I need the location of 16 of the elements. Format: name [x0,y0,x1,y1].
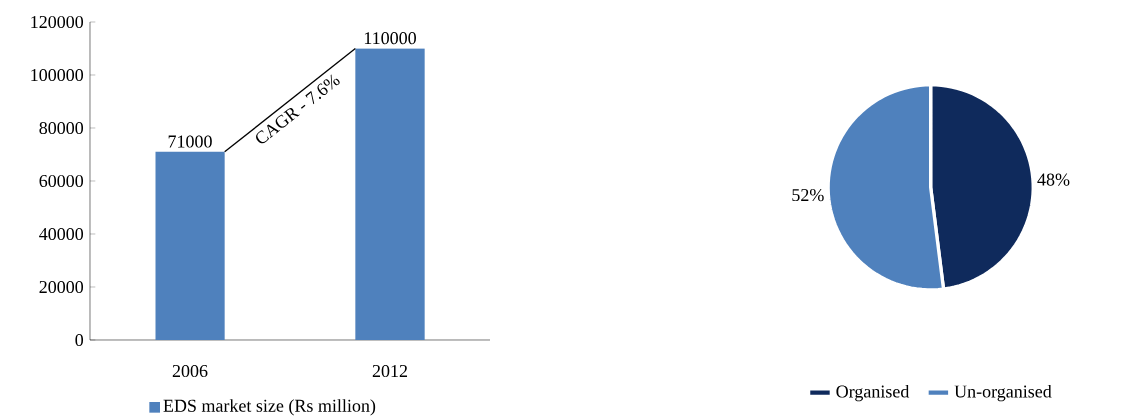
y-tick-label: 20000 [39,280,84,294]
y-tick-label: 40000 [39,227,84,241]
data-label: 52% [792,188,824,202]
legend-label: EDS market size (Rs million) [163,399,376,416]
y-tick-label: 80000 [39,121,84,135]
legend-label: Un-organised [954,384,1052,402]
data-label: 71000 [168,135,212,148]
x-tick-label: 2006 [172,364,208,378]
y-tick-label: 120000 [31,15,84,29]
data-label: 48% [1037,173,1070,186]
y-tick-label: 60000 [39,174,84,188]
x-tick-label: 2012 [372,364,408,378]
data-label: 110000 [364,32,416,45]
y-tick-label: 100000 [31,68,84,82]
y-tick-label: 0 [75,333,84,347]
legend-label: Organised [836,384,910,402]
